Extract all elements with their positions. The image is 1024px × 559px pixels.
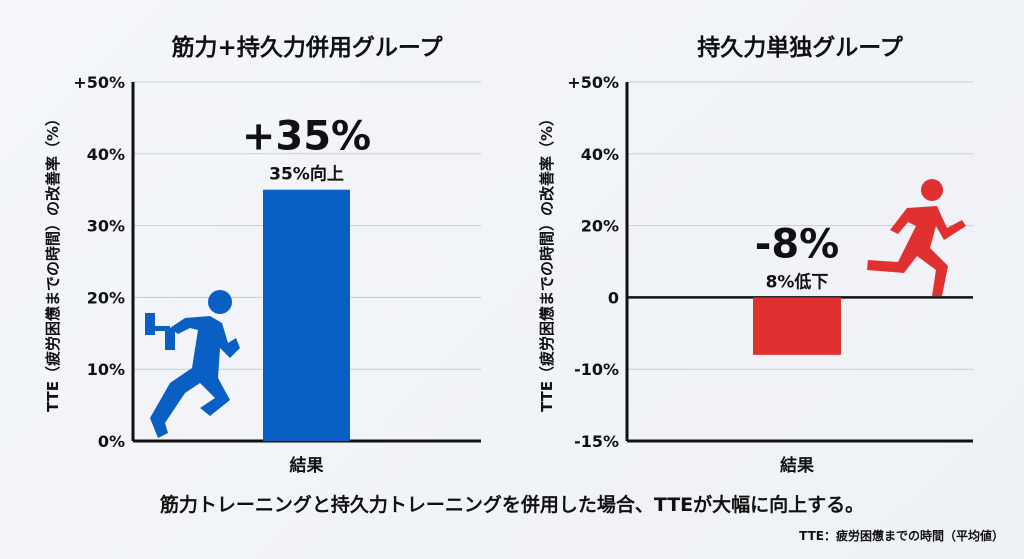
y-tick-label: 0% bbox=[98, 432, 125, 451]
y-tick-label: +50% bbox=[73, 73, 125, 92]
y-tick-label: 30% bbox=[87, 217, 125, 236]
value-label-big: +35% bbox=[242, 114, 371, 160]
value-label-small: 35%向上 bbox=[269, 164, 344, 185]
footnote: TTE：疲労困憊までの時間（平均値） bbox=[799, 529, 1004, 543]
value-label-big: -8% bbox=[755, 221, 840, 267]
y-axis-label: TTE（疲労困憊までの時間）の改善率（%） bbox=[538, 111, 556, 412]
y-tick-label: +50% bbox=[567, 73, 619, 92]
x-category-label: 結果 bbox=[780, 455, 814, 476]
chart-title-left: 筋力+持久力併用グループ bbox=[171, 35, 443, 61]
y-tick-label: 20% bbox=[87, 288, 125, 307]
y-tick-label: 40% bbox=[581, 145, 619, 164]
y-tick-label: 10% bbox=[87, 360, 125, 379]
y-tick-label: 0 bbox=[608, 288, 619, 307]
y-tick-label: 40% bbox=[87, 145, 125, 164]
chart-title-right: 持久力単独グループ bbox=[697, 35, 903, 61]
body bbox=[150, 316, 240, 438]
dumbbell-plate bbox=[145, 313, 155, 335]
body bbox=[867, 206, 966, 296]
dumbbell-plate bbox=[165, 328, 175, 350]
bar bbox=[263, 189, 350, 441]
head bbox=[921, 179, 943, 201]
y-tick-label: -10% bbox=[574, 360, 619, 379]
x-category-label: 結果 bbox=[290, 455, 324, 476]
head bbox=[208, 290, 232, 314]
bar bbox=[753, 297, 841, 355]
dumbbell-bar bbox=[152, 326, 170, 331]
y-tick-label: -15% bbox=[574, 432, 619, 451]
weightlifting-runner-icon bbox=[145, 290, 240, 438]
runner-icon bbox=[867, 179, 966, 296]
y-tick-label: 20% bbox=[581, 217, 619, 236]
caption: 筋力トレーニングと持久力トレーニングを併用した場合、TTEが大幅に向上する。 bbox=[159, 494, 865, 516]
value-label-small: 8%低下 bbox=[766, 271, 829, 292]
y-axis-label: TTE（疲労困憊までの時間）の改善率（%） bbox=[44, 111, 62, 412]
